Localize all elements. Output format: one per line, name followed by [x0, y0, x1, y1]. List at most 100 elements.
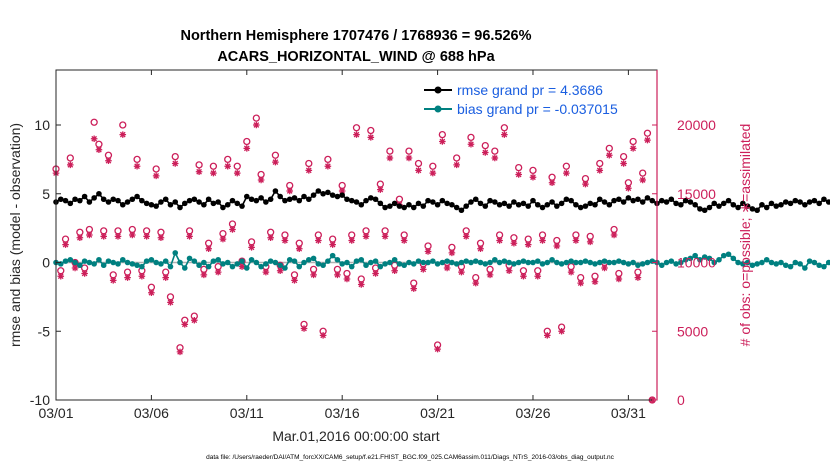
rmse-point [506, 203, 512, 209]
bias-point [296, 263, 303, 270]
possible-obs-point [624, 179, 633, 187]
bias-point [639, 261, 646, 267]
rmse-point [625, 195, 632, 201]
assimilated-obs-point [152, 172, 160, 180]
possible-obs-point [305, 159, 313, 168]
assimilated-obs-point [329, 241, 336, 248]
possible-obs-point [243, 137, 251, 146]
rmse-point [396, 203, 403, 209]
bias-point [582, 258, 589, 264]
rmse-point [697, 206, 703, 212]
bias-point [687, 255, 694, 262]
rmse-point [782, 199, 789, 205]
possible-obs-point [247, 238, 256, 246]
assimilated-obs-point [248, 244, 255, 251]
bias-point [248, 256, 255, 263]
assimilated-obs-point [391, 267, 398, 275]
assimilated-obs-point [548, 179, 556, 187]
rmse-point [577, 204, 584, 211]
rmse-point [635, 196, 641, 203]
bias-point [601, 258, 608, 264]
assimilated-obs-point [233, 169, 241, 177]
bias-point [382, 261, 388, 267]
possible-obs-point [515, 163, 523, 172]
rmse-point [811, 197, 818, 204]
rmse-point [91, 195, 97, 201]
rmse-point [110, 196, 117, 203]
assimilated-obs-point [606, 151, 613, 159]
possible-obs-point [519, 267, 528, 275]
assimilated-obs-point [443, 264, 451, 272]
assimilated-obs-point [553, 242, 561, 250]
assimilated-obs-point [353, 131, 360, 138]
assimilated-obs-point [86, 231, 93, 239]
possible-obs-point [90, 118, 98, 126]
rmse-point [453, 204, 460, 211]
bias-point [539, 261, 546, 267]
assimilated-obs-point [520, 272, 527, 280]
bias-point [434, 261, 441, 267]
rmse-point [740, 200, 746, 207]
assimilated-obs-point [496, 237, 503, 244]
rmse-point [787, 200, 794, 207]
bias-point [77, 262, 83, 269]
bias-point [573, 259, 579, 266]
assimilated-obs-point [57, 272, 65, 280]
possible-obs-point [329, 235, 337, 243]
possible-obs-point [453, 154, 461, 162]
rmse-point [711, 200, 718, 207]
assimilated-obs-point [515, 171, 522, 178]
rmse-point [315, 188, 322, 194]
assimilated-obs-point [615, 275, 623, 283]
possible-obs-point [562, 162, 571, 170]
possible-obs-point [286, 181, 294, 190]
assimilated-obs-point [148, 289, 155, 297]
bias-point [315, 261, 322, 267]
rmse-point [139, 197, 145, 204]
bias-point [358, 256, 365, 263]
legend-box [420, 77, 652, 121]
rmse-point [582, 203, 589, 209]
bias-point [749, 262, 756, 269]
rmse-point [301, 193, 307, 200]
bias-point [425, 259, 431, 266]
bias-point [606, 259, 613, 266]
assimilated-obs-point [377, 186, 384, 193]
assimilated-obs-point [372, 270, 379, 277]
rmse-point [825, 199, 830, 205]
assimilated-obs-point [448, 249, 456, 257]
possible-obs-point [142, 227, 151, 235]
x-tick-label: 03/21 [420, 405, 455, 421]
bias-point [821, 263, 827, 270]
assimilated-obs-point [467, 140, 475, 148]
assimilated-obs-point [243, 145, 251, 152]
bias-point [692, 252, 698, 259]
bias-point [215, 256, 221, 263]
possible-obs-point [629, 137, 637, 146]
bias-point [778, 259, 784, 266]
bias-point [115, 261, 121, 267]
possible-obs-point [343, 269, 351, 278]
rmse-point [234, 200, 241, 207]
assimilated-obs-point [157, 234, 165, 242]
rmse-point [616, 196, 622, 203]
rmse-point [119, 201, 126, 208]
assimilated-obs-point [176, 348, 184, 356]
assimilated-obs-point [491, 154, 499, 162]
bias-point [100, 262, 107, 269]
x-tick-label: 03/06 [134, 405, 169, 421]
possible-obs-point [586, 232, 594, 241]
bias-point [482, 261, 489, 267]
rmse-point [587, 200, 594, 207]
rmse-point [224, 201, 231, 208]
possible-obs-point [219, 229, 227, 238]
bias-point [511, 261, 517, 267]
bias-point [81, 258, 88, 264]
bias-point [153, 259, 159, 266]
possible-obs-point [495, 231, 504, 239]
bias-point [487, 259, 493, 266]
rmse-point [544, 201, 551, 208]
assimilated-obs-point [305, 167, 313, 174]
assimilated-obs-point [529, 173, 537, 181]
possible-obs-point [534, 267, 542, 275]
